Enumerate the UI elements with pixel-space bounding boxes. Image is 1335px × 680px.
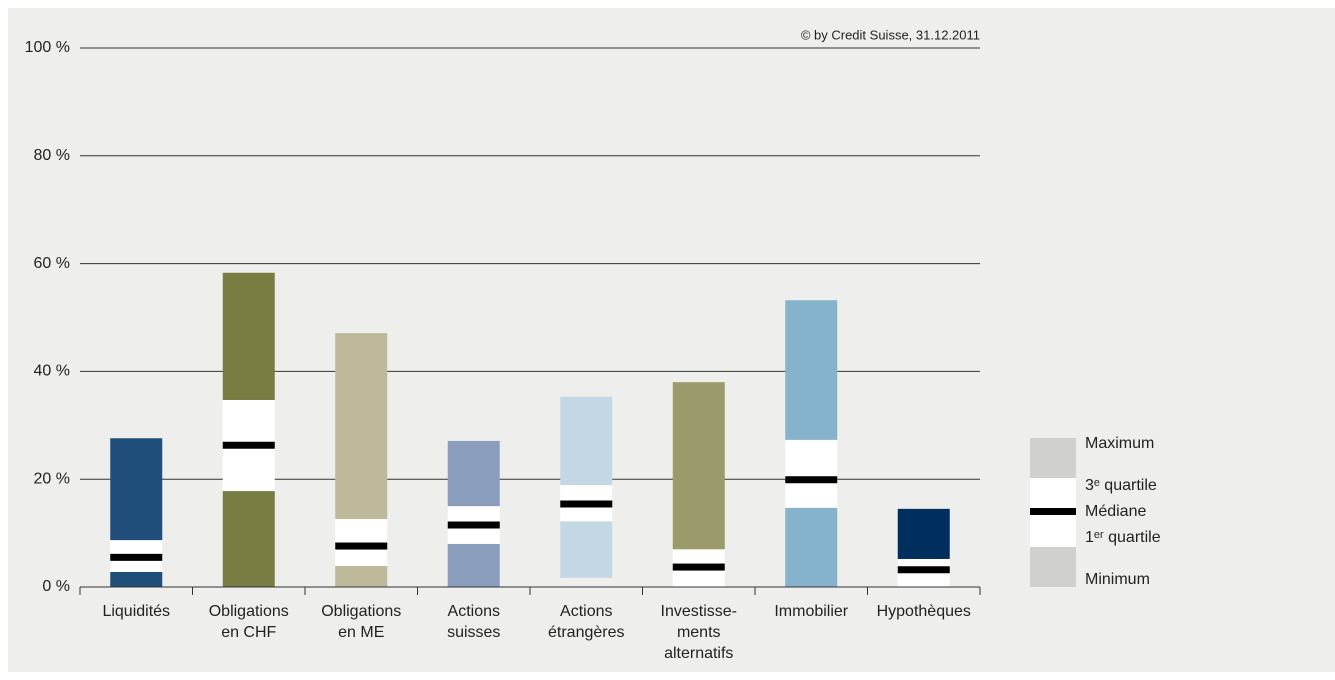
legend-label: 3ᵉ quartile bbox=[1085, 477, 1157, 494]
box-upper bbox=[897, 508, 950, 559]
x-tick-label: Actions étrangères bbox=[548, 603, 625, 641]
x-tick-line: Actions bbox=[448, 603, 500, 620]
median bbox=[560, 500, 613, 508]
y-tick-label: 80 % bbox=[34, 147, 70, 164]
x-tick-line: étrangères bbox=[548, 624, 625, 641]
x-tick-label: Actions suisses bbox=[447, 603, 500, 641]
x-tick-line: Investisse- bbox=[661, 603, 737, 620]
box-lower bbox=[335, 565, 388, 587]
y-tick-label: 0 % bbox=[42, 578, 70, 595]
median bbox=[897, 566, 950, 574]
x-tick-line: en CHF bbox=[221, 624, 276, 641]
box-upper bbox=[447, 440, 500, 507]
x-tick-label: Hypothèques bbox=[877, 603, 971, 620]
x-tick-label: Investisse-ments alternatifs bbox=[661, 603, 737, 662]
x-tick-label: Obligations en ME bbox=[321, 603, 401, 641]
box-lower bbox=[222, 491, 275, 587]
box-upper bbox=[672, 382, 725, 550]
annotation: © by Credit Suisse, 31.12.2011 bbox=[801, 27, 980, 42]
median bbox=[785, 476, 838, 484]
box-lower bbox=[785, 507, 838, 587]
x-tick-line: ments bbox=[677, 624, 721, 641]
box-upper bbox=[785, 300, 838, 440]
box-iqr bbox=[335, 519, 388, 566]
y-tick-label: 20 % bbox=[34, 470, 70, 487]
x-tick-label: Immobilier bbox=[774, 603, 848, 620]
box-upper bbox=[110, 438, 163, 541]
legend-swatch bbox=[1030, 508, 1076, 515]
median bbox=[672, 563, 725, 571]
median bbox=[222, 441, 275, 449]
median bbox=[335, 542, 388, 550]
x-tick-line: Obligations bbox=[209, 603, 289, 620]
box-upper bbox=[335, 333, 388, 520]
median bbox=[447, 521, 500, 529]
legend-label: 1ᵉʳ quartile bbox=[1085, 529, 1161, 546]
box-upper bbox=[222, 272, 275, 400]
box-upper bbox=[560, 396, 613, 486]
legend-swatch bbox=[1030, 478, 1076, 508]
box-lower bbox=[110, 571, 163, 587]
x-tick-line: Actions bbox=[560, 603, 612, 620]
legend-label: Médiane bbox=[1085, 503, 1146, 520]
x-tick-line: Liquidités bbox=[102, 603, 170, 620]
x-tick-line: alternatifs bbox=[664, 645, 733, 662]
legend-swatch bbox=[1030, 515, 1076, 547]
y-tick-label: 40 % bbox=[34, 363, 70, 380]
x-tick-line: Hypothèques bbox=[877, 603, 971, 620]
x-tick-label: Obligations en CHF bbox=[209, 603, 289, 641]
legend-swatch bbox=[1030, 438, 1076, 478]
x-tick-line: Immobilier bbox=[774, 603, 848, 620]
x-tick-label: Liquidités bbox=[102, 603, 170, 620]
legend-label: Minimum bbox=[1085, 571, 1150, 588]
y-tick-label: 60 % bbox=[34, 255, 70, 272]
x-tick-line: en ME bbox=[338, 624, 384, 641]
legend-label: Maximum bbox=[1085, 435, 1154, 452]
x-tick-line: suisses bbox=[447, 624, 500, 641]
box-lower bbox=[447, 543, 500, 587]
box-lower bbox=[560, 521, 613, 578]
legend-swatch bbox=[1030, 547, 1076, 587]
y-tick-label: 100 % bbox=[25, 39, 70, 56]
box-iqr bbox=[785, 439, 838, 508]
median bbox=[110, 553, 163, 561]
x-tick-line: Obligations bbox=[321, 603, 401, 620]
